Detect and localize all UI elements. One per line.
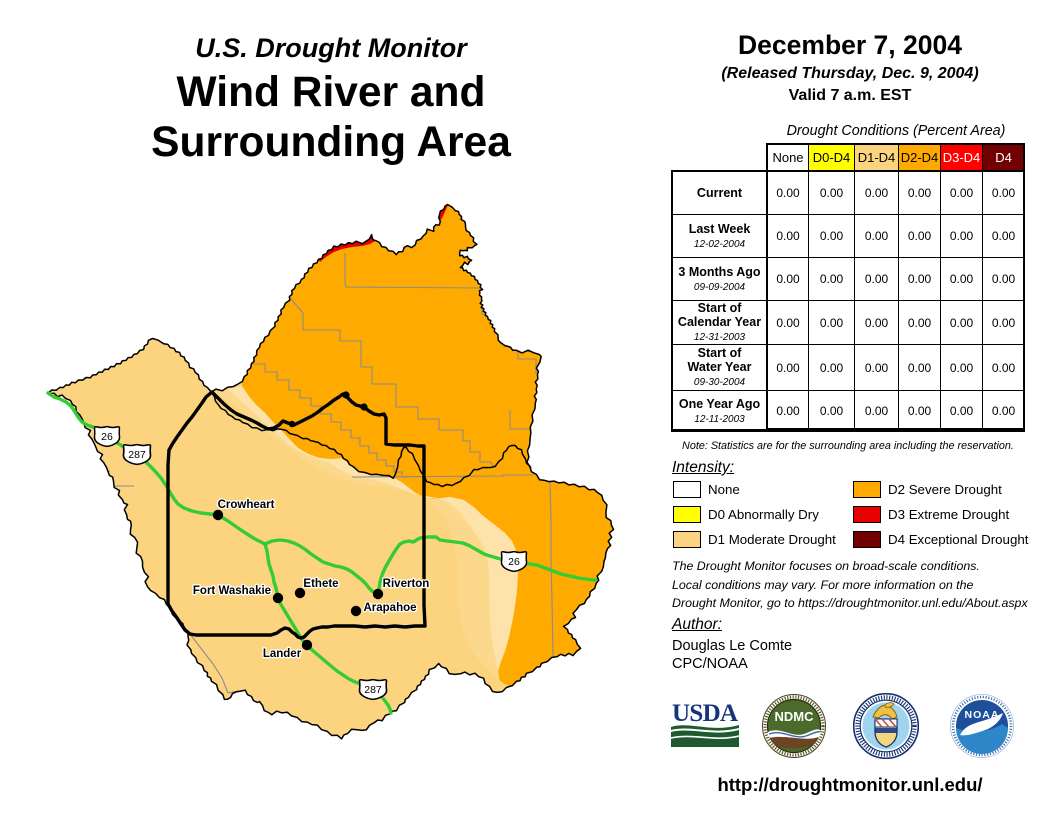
svg-text:Lander: Lander	[263, 648, 302, 660]
svg-text:287: 287	[364, 684, 382, 696]
svg-text:Riverton: Riverton	[383, 578, 430, 590]
svg-text:USDA: USDA	[672, 701, 738, 727]
svg-text:Arapahoe: Arapahoe	[363, 602, 416, 614]
svg-text:Fort Washakie: Fort Washakie	[193, 585, 271, 597]
svg-text:Crowheart: Crowheart	[218, 499, 275, 511]
svg-text:26: 26	[101, 431, 113, 443]
svg-text:NOAA: NOAA	[965, 709, 1000, 721]
svg-text:Ethete: Ethete	[303, 578, 338, 590]
svg-text:287: 287	[128, 449, 146, 461]
svg-text:26: 26	[508, 556, 520, 568]
svg-text:NDMC: NDMC	[775, 709, 815, 724]
